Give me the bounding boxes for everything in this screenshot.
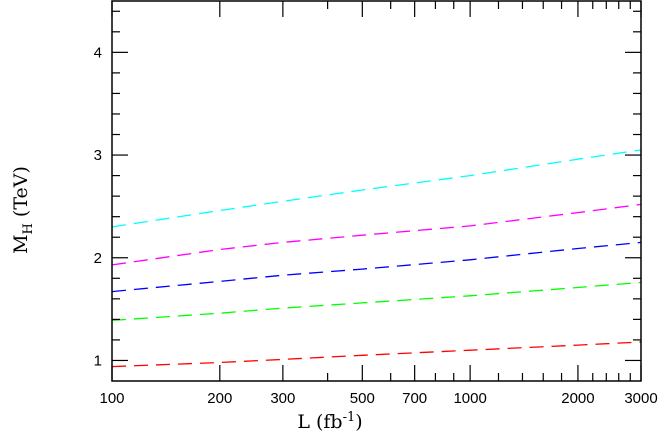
x-tick-label: 300	[270, 390, 295, 407]
series-line-4	[111, 341, 642, 368]
x-tick-label: 2000	[561, 390, 594, 407]
plot-frame	[111, 0, 642, 382]
y-tick-label: 3	[94, 147, 102, 164]
plot-area	[111, 149, 642, 368]
y-tick-label: 1	[94, 352, 102, 369]
y-tick-label: 2	[94, 250, 102, 267]
x-tick-label: 200	[207, 390, 232, 407]
x-tick-label: 3000	[624, 390, 657, 407]
y-tick-label: 4	[94, 44, 102, 61]
tick-labels: 100 200 300 500 700 1000 2000 3000 1 2 3 4	[94, 44, 658, 407]
x-tick-label: 700	[402, 390, 427, 407]
x-axis-label: L (fb-1)	[297, 410, 362, 433]
series-line-2	[111, 241, 642, 293]
series-line-3	[111, 281, 642, 322]
series-line-1	[111, 203, 642, 266]
x-tick-label: 1000	[453, 390, 486, 407]
series-line-0	[111, 149, 642, 228]
axis-ticks	[111, 1, 642, 381]
x-tick-label: 100	[99, 390, 124, 407]
y-axis-label: MH (TeV)	[10, 166, 36, 254]
x-tick-label: 500	[350, 390, 375, 407]
